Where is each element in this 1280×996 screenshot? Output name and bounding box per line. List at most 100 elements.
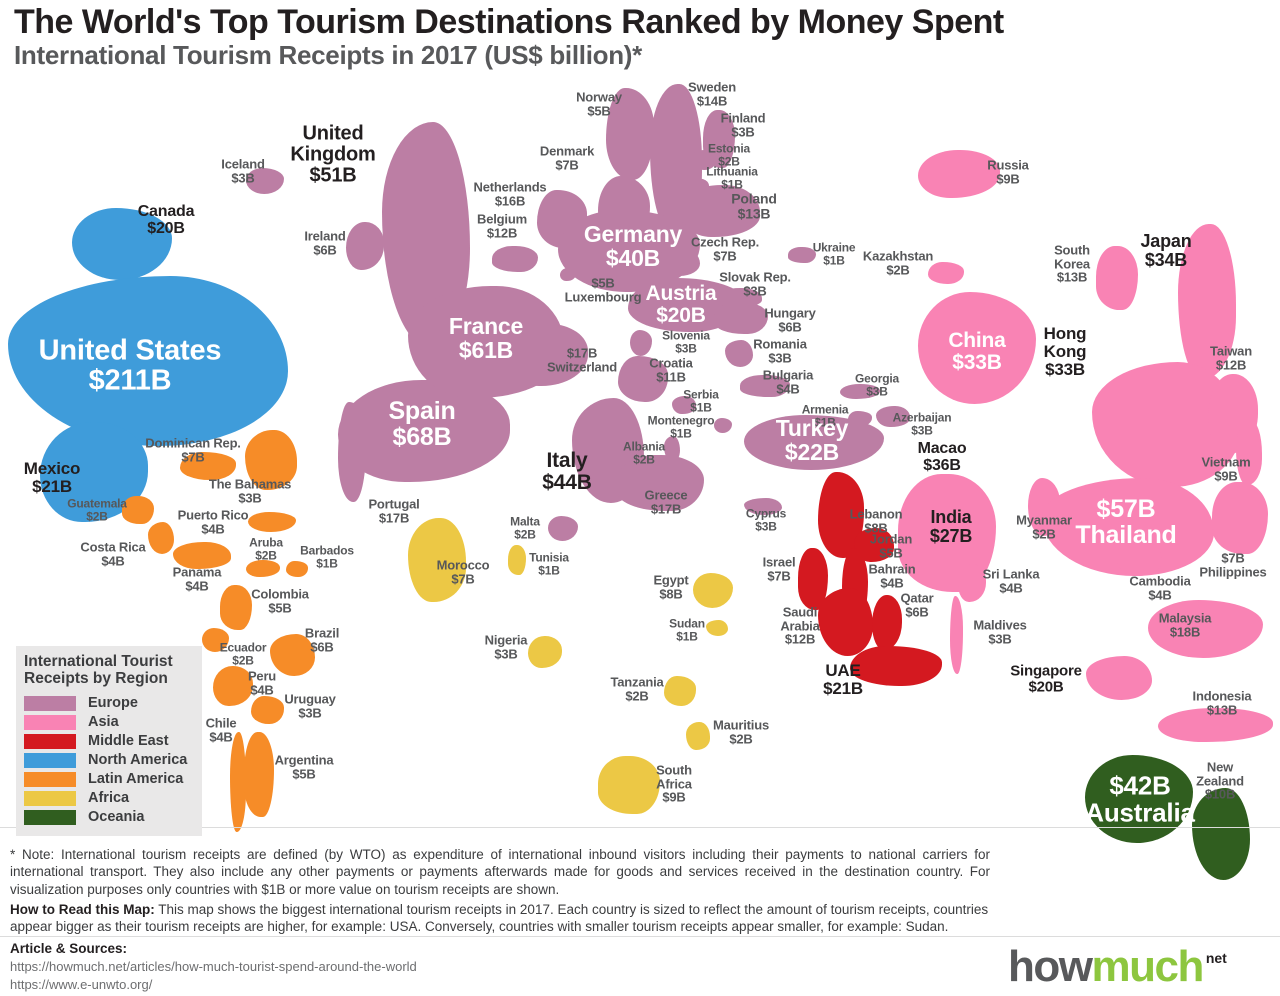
country-shape-china [918, 292, 1036, 404]
country-value: $2B [625, 688, 649, 703]
country-label-brazil: Brazil $6B [305, 626, 339, 653]
country-name: Belgium [477, 211, 527, 227]
country-name: Chile [205, 715, 237, 731]
country-name: Lebanon [849, 506, 903, 522]
country-value: $1B [814, 415, 836, 429]
country-label-serbia: Serbia $1B [683, 388, 719, 413]
country-label-luxembourg: $5B Luxembourg [565, 276, 642, 303]
country-shape-tanzania [664, 676, 696, 706]
country-name: Hong Kong [1043, 324, 1087, 362]
country-value: $7B [713, 248, 737, 263]
country-name: Sudan [669, 616, 705, 631]
country-shape-saudi-arabia [818, 588, 873, 656]
legend-swatch-north_america [24, 752, 76, 768]
country-value: $4B [101, 553, 125, 568]
country-name: Spain [388, 396, 456, 425]
country-value: $13B [1056, 269, 1088, 285]
legend-swatch-asia [24, 714, 76, 730]
country-value: $3B [298, 705, 322, 720]
legend-swatch-middle_east [24, 733, 76, 749]
country-label-new-zealand: New Zealand $10B [1190, 760, 1250, 802]
country-value: $5B [879, 545, 903, 560]
country-shape-dominican-rep- [180, 452, 236, 480]
country-label-norway: Norway $5B [576, 90, 622, 117]
country-name: Netherlands [473, 179, 547, 195]
legend-item-europe: Europe [24, 694, 192, 713]
country-shape-cambodia [1116, 540, 1162, 576]
country-value: $6B [778, 319, 802, 334]
country-value: $1B [676, 629, 698, 643]
country-label-hungary: Hungary $6B [764, 305, 816, 334]
country-value: $3B [911, 423, 933, 437]
country-value: $22B [784, 439, 840, 465]
country-value: $12B [1215, 357, 1247, 372]
country-label-sudan: Sudan $1B [669, 617, 705, 642]
source-link-1[interactable]: https://howmuch.net/articles/how-much-to… [10, 959, 417, 974]
country-value: $3B [238, 490, 262, 505]
country-shape-south-korea [1096, 246, 1138, 310]
country-name: Panama [172, 564, 222, 580]
country-value: $27B [929, 526, 973, 546]
country-value: $9B [996, 171, 1020, 186]
legend: International Tourist Receipts by Region… [16, 646, 202, 836]
country-value: $7B [451, 571, 475, 586]
legend-swatch-africa [24, 790, 76, 806]
country-name: Singapore [1010, 662, 1082, 680]
country-name: United Kingdom [290, 122, 376, 166]
legend-label-oceania: Oceania [88, 809, 145, 826]
country-shape-georgia [840, 384, 880, 399]
country-value: $11B [656, 369, 686, 384]
sources-links: https://howmuch.net/articles/how-much-to… [10, 958, 417, 993]
country-shape-kazakhstan [928, 262, 964, 284]
footnote: * Note: International tourism receipts a… [10, 846, 990, 897]
source-link-2[interactable]: https://www.e-unwto.org/ [10, 976, 153, 992]
country-name: Croatia [649, 355, 693, 371]
country-name: Puerto Rico [177, 507, 249, 523]
divider-top [0, 827, 1280, 828]
country-label-czech-rep-: Czech Rep. $7B [691, 235, 759, 262]
country-shape-the-bahamas [245, 430, 297, 490]
country-label-bulgaria: Bulgaria $4B [763, 368, 814, 395]
country-shape-new-zealand [1192, 788, 1250, 880]
country-name: France [448, 312, 524, 339]
country-name: Guatemala [67, 496, 127, 511]
country-shape-costa-rica [148, 522, 174, 554]
country-label-spain: Spain $68B [388, 396, 456, 450]
country-label-chile: Chile $4B [206, 716, 237, 743]
country-shape-czech-rep- [656, 248, 700, 276]
country-value: $16B [494, 193, 526, 208]
country-label-colombia: Colombia $5B [251, 587, 309, 614]
country-label-argentina: Argentina $5B [275, 753, 334, 780]
country-name: Mauritius [713, 717, 769, 733]
country-name: Morocco [436, 557, 490, 573]
country-value: $3B [768, 350, 792, 365]
country-name: Norway [576, 89, 622, 105]
country-label-greece: Greece $17B [645, 488, 688, 515]
country-value: $8B [864, 520, 888, 535]
country-value: $17B [378, 510, 410, 525]
country-label-ireland: Ireland $6B [304, 229, 345, 256]
country-value: $2B [514, 527, 536, 541]
country-value: $8B [659, 586, 683, 601]
country-value: $2B [729, 731, 753, 746]
country-name: Kazakhstan [862, 248, 934, 264]
country-label-india: India $27B [930, 508, 972, 546]
country-value: $2B [1032, 526, 1056, 541]
country-shape-cyprus [744, 498, 782, 515]
legend-items: Europe Asia Middle East North America Latin … [24, 694, 192, 827]
legend-item-africa: Africa [24, 789, 192, 808]
country-value: $7B [767, 568, 791, 583]
country-name: South Korea [1054, 242, 1090, 272]
country-name: Switzerland [546, 359, 618, 374]
country-value: $44B [542, 471, 592, 494]
country-label-cambodia: Cambodia $4B [1129, 574, 1190, 601]
country-label-portugal: Portugal $17B [368, 497, 419, 524]
country-label-singapore: Singapore $20B [1010, 663, 1082, 695]
country-name: Hungary [764, 305, 816, 321]
country-shape-iceland [246, 168, 284, 194]
country-label-montenegro: Montenegro $1B [648, 414, 715, 439]
country-label-germany: Germany $40B [584, 222, 683, 270]
country-label-lebanon: Lebanon $8B [850, 507, 903, 534]
country-label-puerto-rico: Puerto Rico $4B [178, 508, 249, 535]
country-value: $4B [250, 682, 274, 697]
